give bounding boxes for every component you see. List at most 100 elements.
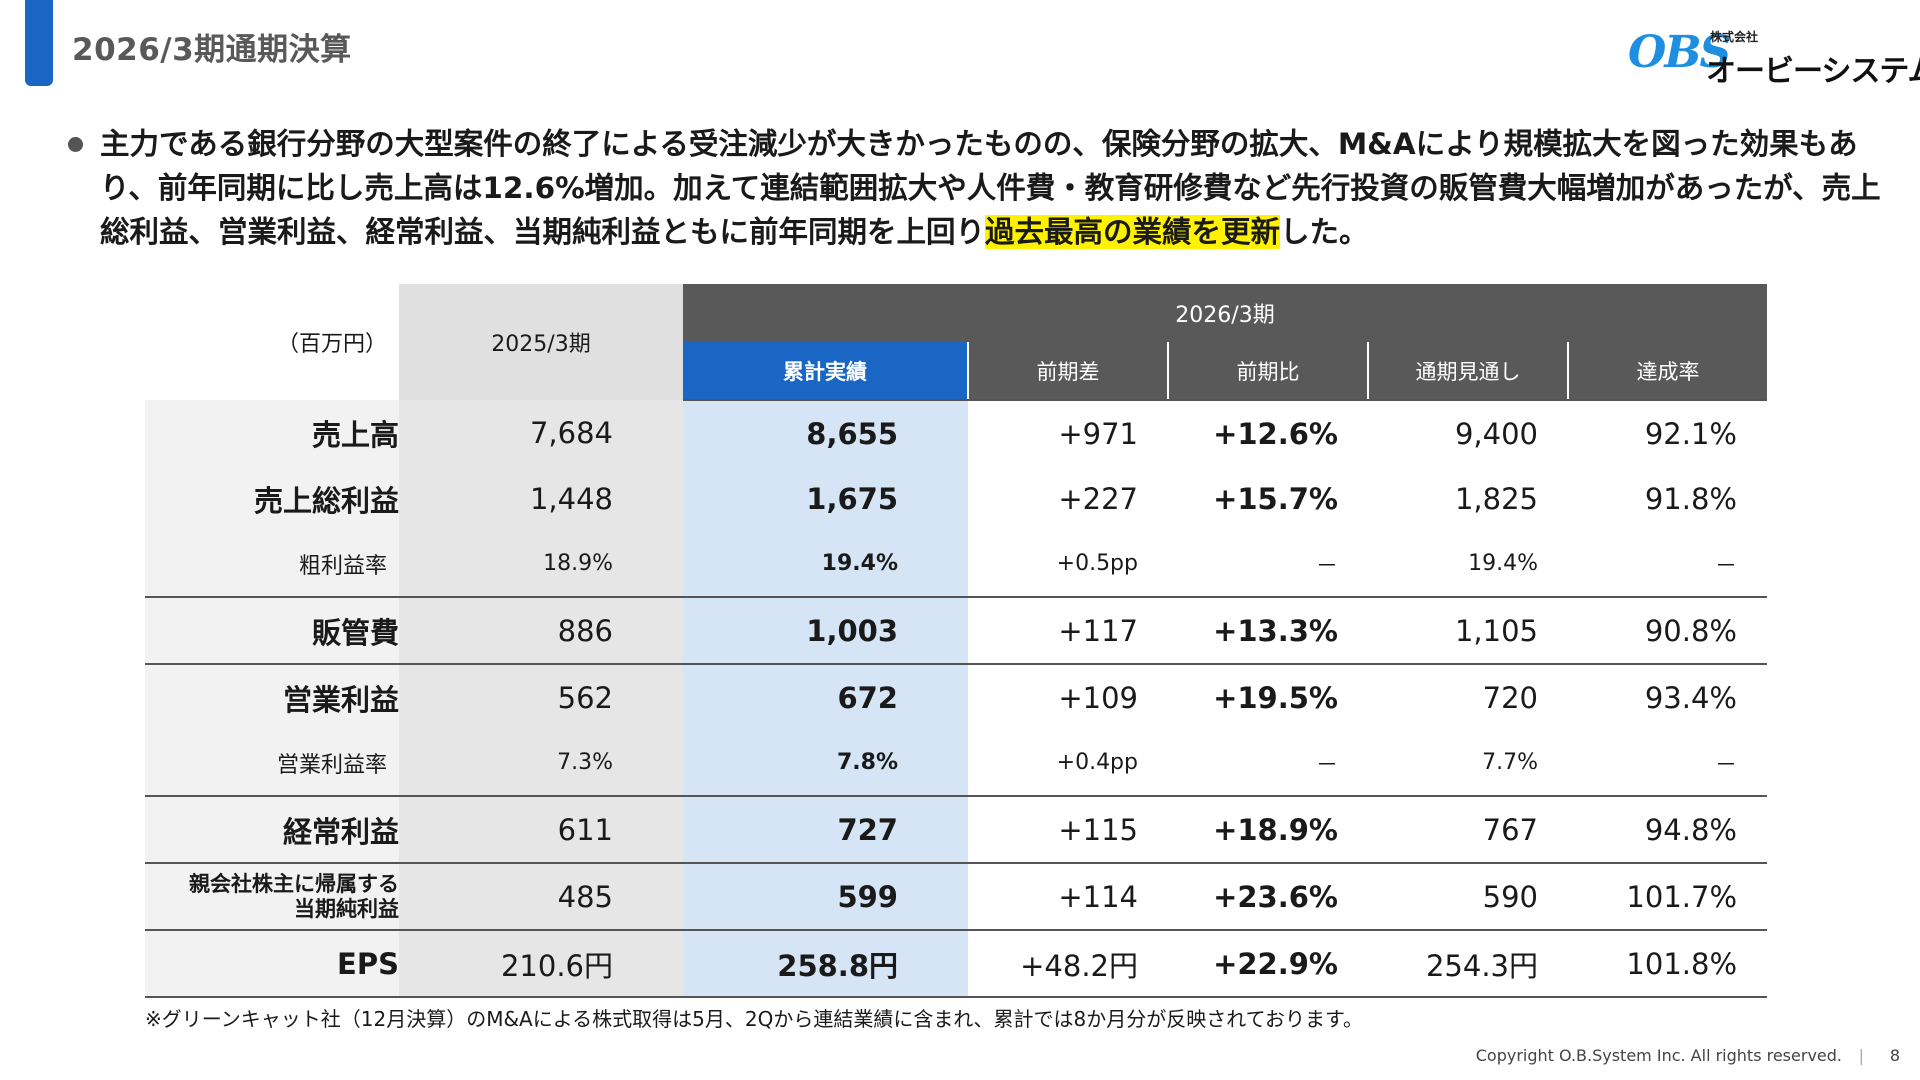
title-accent-bar — [25, 0, 53, 86]
footer-separator: | — [1858, 1046, 1864, 1065]
cell-ratio: － — [1315, 752, 1338, 778]
cell-2025: 562 — [399, 663, 683, 730]
row-label: EPS — [145, 929, 399, 998]
cell-diff: +0.5pp — [1056, 551, 1138, 576]
cell-ratio: +19.5% — [1168, 663, 1368, 730]
col-header-2026: 2026/3期 — [683, 284, 1767, 342]
table-row-sales: 売上高 7,684 8,655 +971 +12.6% 9,400 92.1% — [145, 400, 1767, 466]
company-logo: OBS 株式会社 オービーシステム — [1628, 26, 1920, 90]
copyright: Copyright O.B.System Inc. All rights res… — [1475, 1046, 1842, 1065]
summary-part1: 主力である銀行分野の大型案件の終了による受注減少が大きかったものの、保険分野の拡… — [100, 127, 1881, 249]
cell-forecast: 767 — [1368, 795, 1568, 863]
cell-forecast: 9,400 — [1454, 416, 1538, 451]
financial-results-table: （百万円） 2025/3期 2026/3期 累計実績 前期差 前期比 通期見通し… — [145, 284, 1767, 998]
cell-achievement: 90.8% — [1568, 596, 1767, 664]
cell-forecast: 590 — [1368, 862, 1568, 930]
cell-achievement: 91.8% — [1644, 481, 1737, 516]
summary-bullet: 主力である銀行分野の大型案件の終了による受注減少が大きかったものの、保険分野の拡… — [62, 122, 1882, 254]
logo-company-name: オービーシステム — [1706, 54, 1920, 89]
cell-2025: 7,684 — [399, 400, 683, 466]
col-header-diff: 前期差 — [967, 342, 1168, 401]
col-header-2025: 2025/3期 — [399, 284, 683, 400]
cell-ratio: +13.3% — [1168, 596, 1368, 664]
summary-text: 主力である銀行分野の大型案件の終了による受注減少が大きかったものの、保険分野の拡… — [100, 122, 1882, 254]
logo-kabushiki: 株式会社 — [1710, 30, 1759, 44]
table-row-ordinary-profit: 経常利益 611 727 +115 +18.9% 767 94.8% — [145, 795, 1767, 863]
col-header-cumulative: 累計実績 — [683, 342, 968, 401]
cell-cumulative: 8,655 — [683, 400, 968, 466]
row-label: 売上総利益 — [145, 466, 399, 531]
cell-ratio: +22.9% — [1168, 929, 1368, 998]
bullet-dot-icon — [68, 137, 83, 152]
table-row-operating-margin: 営業利益率 7.3% 7.8% +0.4pp － 7.7% － — [145, 730, 1767, 796]
cell-diff: +48.2円 — [968, 929, 1168, 998]
cell-ratio: － — [1315, 553, 1338, 579]
cell-forecast: 19.4% — [1468, 551, 1538, 576]
cell-2025: 485 — [399, 862, 683, 930]
row-label: 経常利益 — [145, 795, 399, 863]
cell-cumulative: 7.8% — [683, 730, 968, 796]
cell-diff: +115 — [968, 795, 1168, 863]
row-label: 営業利益 — [145, 663, 399, 730]
cell-forecast: 720 — [1368, 663, 1568, 730]
cell-2025: 210.6円 — [399, 929, 683, 998]
page-title: 2026/3期通期決算 — [72, 32, 352, 68]
cell-2025: 886 — [399, 596, 683, 664]
table-row-sga: 販管費 886 1,003 +117 +13.3% 1,105 90.8% — [145, 596, 1767, 664]
table-header-row-2: 累計実績 前期差 前期比 通期見通し 達成率 — [145, 342, 1767, 401]
col-header-achievement: 達成率 — [1567, 342, 1767, 401]
row-label: 販管費 — [145, 596, 399, 664]
cell-achievement: － — [1714, 752, 1737, 778]
logo-mark: OBS — [1628, 27, 1731, 78]
table-row-eps: EPS 210.6円 258.8円 +48.2円 +22.9% 254.3円 1… — [145, 929, 1767, 998]
cell-forecast: 1,825 — [1454, 481, 1538, 516]
cell-cumulative: 1,003 — [683, 596, 968, 664]
table-row-gross-margin: 粗利益率 18.9% 19.4% +0.5pp － 19.4% － — [145, 531, 1767, 597]
table-row-gross-profit: 売上総利益 1,448 1,675 +227 +15.7% 1,825 91.8… — [145, 466, 1767, 531]
row-label: 営業利益率 — [145, 730, 399, 796]
cell-diff: +971 — [1058, 416, 1138, 451]
row-label-line1: 親会社株主に帰属する — [189, 871, 399, 896]
cell-ratio: +15.7% — [1213, 481, 1338, 516]
cell-cumulative: 19.4% — [683, 531, 968, 597]
row-label: 粗利益率 — [145, 531, 399, 597]
table-row-operating-profit: 営業利益 562 672 +109 +19.5% 720 93.4% — [145, 663, 1767, 730]
cell-2025: 7.3% — [399, 730, 683, 796]
summary-part2: した。 — [1280, 215, 1369, 249]
cell-achievement: 101.7% — [1568, 862, 1767, 930]
page-number: 8 — [1889, 1046, 1900, 1065]
cell-cumulative: 599 — [683, 862, 968, 930]
cell-ratio: +18.9% — [1168, 795, 1368, 863]
cell-diff: +117 — [968, 596, 1168, 664]
unit-label: （百万円） — [145, 284, 399, 400]
cell-diff: +0.4pp — [1056, 750, 1138, 775]
row-label-line2: 当期純利益 — [294, 896, 399, 921]
col-header-forecast: 通期見通し — [1367, 342, 1568, 401]
cell-ratio: +23.6% — [1168, 862, 1368, 930]
cell-forecast: 7.7% — [1482, 750, 1538, 775]
cell-achievement: 92.1% — [1644, 416, 1737, 451]
row-label: 売上高 — [145, 400, 399, 466]
cell-2025: 1,448 — [399, 466, 683, 531]
cell-diff: +109 — [968, 663, 1168, 730]
summary-highlight: 過去最高の業績を更新 — [985, 215, 1281, 249]
cell-diff: +227 — [1058, 481, 1138, 516]
cell-2025: 611 — [399, 795, 683, 863]
col-header-ratio: 前期比 — [1167, 342, 1368, 401]
cell-achievement: 94.8% — [1568, 795, 1767, 863]
footnote: ※グリーンキャット社（12月決算）のM&Aによる株式取得は5月、2Qから連結業績… — [145, 1007, 1364, 1031]
cell-forecast: 1,105 — [1368, 596, 1568, 664]
cell-cumulative: 258.8円 — [683, 929, 968, 998]
cell-cumulative: 727 — [683, 795, 968, 863]
cell-diff: +114 — [968, 862, 1168, 930]
table-row-net-income: 親会社株主に帰属する 当期純利益 485 599 +114 +23.6% 590 … — [145, 862, 1767, 930]
row-label: 親会社株主に帰属する 当期純利益 — [145, 862, 399, 930]
cell-forecast: 254.3円 — [1368, 929, 1568, 998]
cell-cumulative: 672 — [683, 663, 968, 730]
table-header-row-1: （百万円） 2025/3期 2026/3期 — [145, 284, 1767, 400]
cell-achievement: － — [1714, 553, 1737, 579]
cell-achievement: 93.4% — [1568, 663, 1767, 730]
cell-2025: 18.9% — [399, 531, 683, 597]
cell-achievement: 101.8% — [1568, 929, 1767, 998]
cell-ratio: +12.6% — [1213, 416, 1338, 451]
